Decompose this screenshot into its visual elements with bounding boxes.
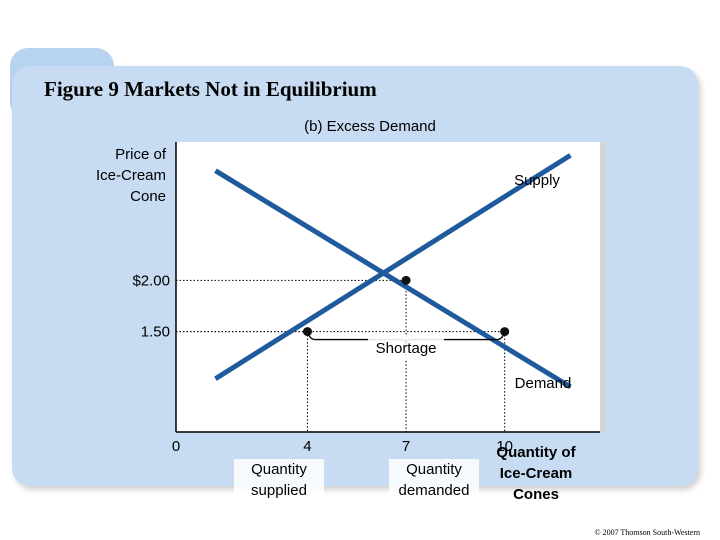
plot-area (176, 142, 606, 432)
x-tick-label: 4 (303, 438, 311, 455)
x-tick-label: 7 (402, 438, 410, 455)
quantity-supplied-line: supplied (251, 482, 307, 499)
demand-label: Demand (515, 375, 572, 392)
copyright-notice: © 2007 Thomson South-Western (594, 528, 700, 537)
supply-curve (214, 153, 572, 381)
y-axis-label-line: Ice-Cream (95, 167, 166, 184)
x-tick-label: 0 (172, 438, 180, 455)
quantity-demanded-line: demanded (398, 482, 470, 499)
shortage-label: Shortage (376, 340, 437, 357)
quantity-demanded-line: Quantity (406, 461, 462, 478)
x-axis-label: Quantity of Ice-Cream Cones (486, 442, 586, 505)
points (302, 275, 510, 337)
data-point (401, 275, 411, 285)
data-point (500, 327, 510, 337)
y-axis-label-line: Cone (130, 188, 166, 205)
curves (214, 153, 572, 390)
y-tick-label: $2.00 (132, 272, 170, 289)
axes (175, 142, 600, 433)
x-axis-label-line: Cones (513, 486, 559, 503)
quantity-supplied-line: Quantity (251, 461, 307, 478)
guide-lines (176, 279, 506, 432)
y-axis-label: Price of Ice-Cream Cone (66, 144, 166, 207)
figure-title: Figure 9 Markets Not in Equilibrium (44, 77, 377, 101)
y-tick-label: 1.50 (141, 324, 170, 341)
labels: Shortage Supply Demand $2.00 1.50 0 4 7 10 (132, 172, 571, 455)
x-axis-label-line: Quantity of (496, 444, 576, 461)
quantity-demanded-label: Quantity demanded (389, 459, 479, 501)
quantity-supplied-label: Quantity supplied (234, 459, 324, 501)
panel-subtitle: (b) Excess Demand (304, 118, 436, 135)
supply-label: Supply (514, 172, 560, 189)
x-tick-label: 10 (496, 438, 513, 455)
x-axis-label-line: Ice-Cream (499, 465, 573, 482)
shortage-label-background (368, 336, 445, 359)
y-axis-label-line: Price of (115, 146, 166, 163)
demand-curve (214, 168, 572, 390)
data-point (302, 327, 312, 337)
